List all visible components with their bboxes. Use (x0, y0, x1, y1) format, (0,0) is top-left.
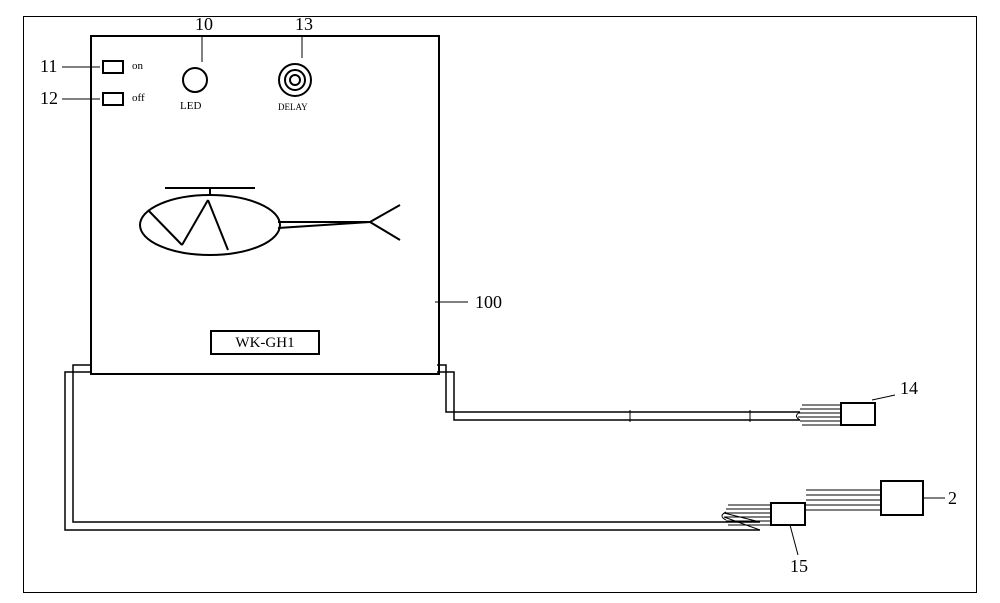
connector-14 (840, 402, 876, 426)
diagram-canvas: on off LED DELAY WK-GH1 (0, 0, 1000, 603)
terminal-box-2 (880, 480, 924, 516)
callout-15: 15 (790, 556, 808, 577)
callout-11: 11 (40, 56, 57, 77)
callout-14: 14 (900, 378, 918, 399)
callout-12: 12 (40, 88, 58, 109)
connector-15 (770, 502, 806, 526)
callout-10: 10 (195, 14, 213, 35)
callout-2: 2 (948, 488, 957, 509)
callout-100: 100 (475, 292, 502, 313)
callout-13: 13 (295, 14, 313, 35)
